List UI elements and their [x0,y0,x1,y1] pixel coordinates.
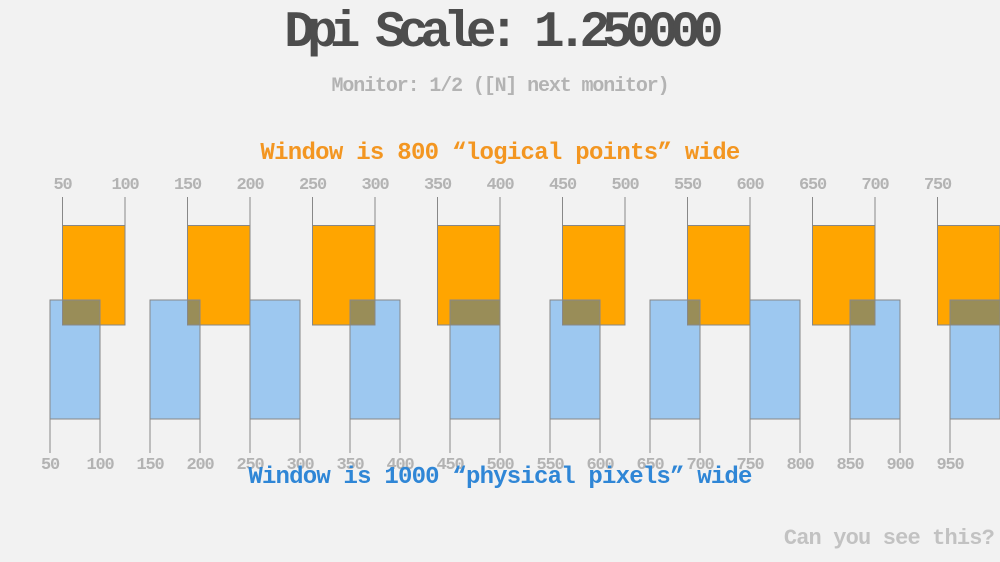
svg-text:Window is 800 “logical points”: Window is 800 “logical points” wide [260,140,740,167]
svg-text:50: 50 [53,176,72,195]
svg-text:150: 150 [136,456,164,475]
svg-text:850: 850 [836,456,864,475]
svg-text:700: 700 [861,176,889,195]
svg-text:400: 400 [486,176,514,195]
svg-text:150: 150 [174,176,202,195]
svg-text:100: 100 [111,176,139,195]
svg-text:200: 200 [236,176,264,195]
svg-text:Can you see this?: Can you see this? [784,526,994,551]
svg-text:50: 50 [41,456,60,475]
svg-text:550: 550 [674,176,702,195]
svg-text:900: 900 [886,456,914,475]
svg-text:950: 950 [936,456,964,475]
svg-text:650: 650 [799,176,827,195]
svg-text:750: 750 [924,176,952,195]
svg-text:350: 350 [424,176,452,195]
svg-text:250: 250 [299,176,327,195]
svg-text:300: 300 [361,176,389,195]
svg-text:200: 200 [186,456,214,475]
svg-text:600: 600 [736,176,764,195]
svg-text:100: 100 [86,456,114,475]
svg-text:Window is 1000 “physical pixel: Window is 1000 “physical pixels” wide [248,464,752,491]
svg-text:450: 450 [549,176,577,195]
svg-text:Dpi Scale: 1.250000: Dpi Scale: 1.250000 [284,5,721,62]
svg-text:Monitor: 1/2 ([N] next monitor: Monitor: 1/2 ([N] next monitor) [331,75,668,98]
svg-text:800: 800 [786,456,814,475]
svg-text:500: 500 [611,176,639,195]
